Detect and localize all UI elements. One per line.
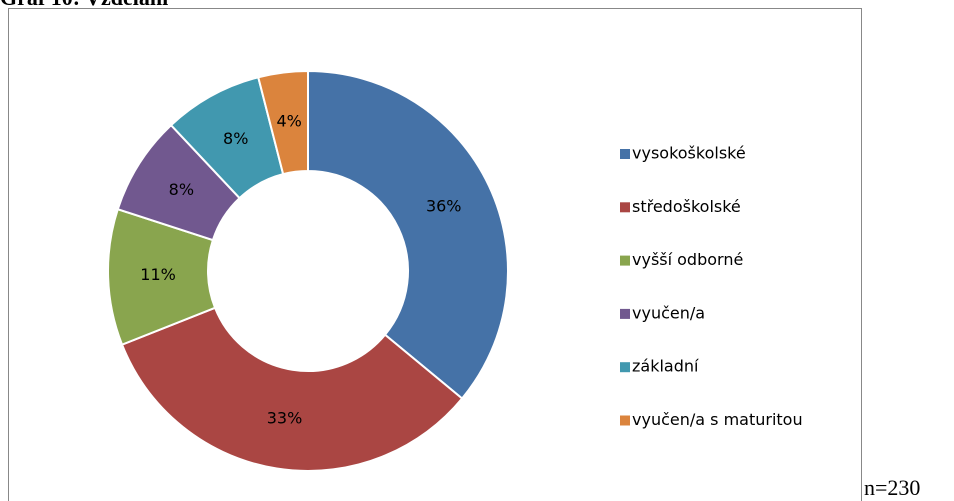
data-label: 4% <box>277 112 302 131</box>
legend-label: vysokoškolské <box>632 144 746 163</box>
data-label: 11% <box>140 265 176 284</box>
legend-label: základní <box>632 357 699 376</box>
legend-label: vyučen/a s maturitou <box>632 410 803 429</box>
donut-segment <box>307 69 509 400</box>
legend-swatch <box>620 255 630 266</box>
legend-swatch <box>620 308 630 319</box>
legend-label: vyšší odborné <box>632 250 743 269</box>
legend-swatch <box>620 415 630 426</box>
legend-label: středoškolské <box>632 197 741 216</box>
data-label: 8% <box>223 129 248 148</box>
chart-title: Graf 10: Vzdělání <box>0 0 169 10</box>
data-label: 8% <box>169 180 194 199</box>
donut-segment <box>120 306 464 472</box>
legend-swatch <box>620 362 630 373</box>
donut-segment <box>257 69 309 176</box>
data-label: 36% <box>426 197 462 216</box>
legend-swatch <box>620 202 630 213</box>
data-label: 33% <box>267 409 303 428</box>
sample-size: n=230 <box>864 475 920 500</box>
legend-swatch <box>620 149 630 159</box>
legend-label: vyučen/a <box>632 303 705 322</box>
